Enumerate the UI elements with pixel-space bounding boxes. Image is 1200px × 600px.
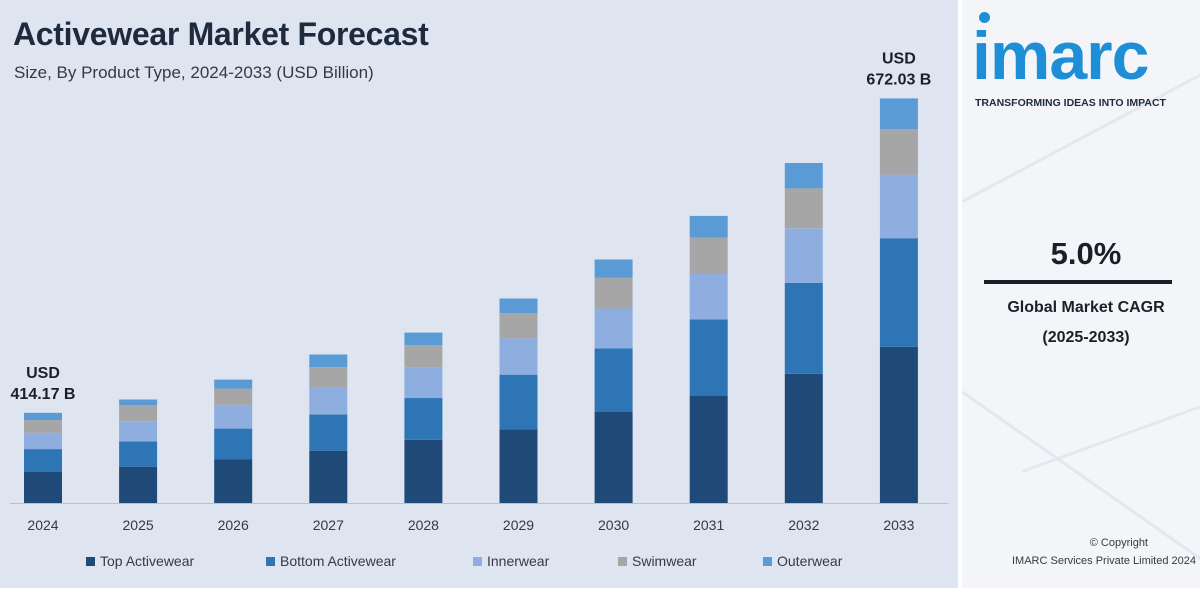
bar-segment-top-activewear-2026 xyxy=(214,459,253,503)
bar-segment-top-activewear-2027 xyxy=(309,450,348,503)
bar-segment-bottom-activewear-2031 xyxy=(689,319,728,396)
decorative-line xyxy=(1022,394,1200,473)
bar-segment-outerwear-2028 xyxy=(404,332,443,346)
cagr-divider xyxy=(984,280,1172,284)
stacked-bar-chart: 2024 2025 2026 2027 2028 2029 2030 2031 2032 2033… xyxy=(10,50,948,533)
x-tick-label-2024: 2024 xyxy=(27,517,58,533)
bar-segment-top-activewear-2032 xyxy=(784,373,823,503)
bar-segment-bottom-activewear-2025 xyxy=(119,441,158,467)
legend-swatch-bottom-activewear xyxy=(266,557,275,566)
data-label-2024-line-1: 414.17 B xyxy=(11,386,76,403)
logo-tagline: TRANSFORMING IDEAS INTO IMPACT xyxy=(975,97,1166,109)
bar-segment-swimwear-2026 xyxy=(214,388,253,405)
bar-segment-top-activewear-2031 xyxy=(689,395,728,503)
bar-segment-innerwear-2026 xyxy=(214,405,253,429)
bar-segment-swimwear-2030 xyxy=(594,277,633,309)
legend-label-top-activewear: Top Activewear xyxy=(100,553,195,569)
x-tick-label-2028: 2028 xyxy=(408,517,439,533)
legend-swatch-innerwear xyxy=(473,557,482,566)
x-tick-label-2027: 2027 xyxy=(313,517,344,533)
bar-segment-swimwear-2033 xyxy=(879,129,918,175)
bar-segment-top-activewear-2024 xyxy=(24,472,62,503)
bar-segment-innerwear-2028 xyxy=(404,367,443,399)
bar-segment-innerwear-2033 xyxy=(879,174,918,239)
copyright-notice: © Copyright xyxy=(1089,537,1148,549)
bar-segment-bottom-activewear-2032 xyxy=(784,282,823,374)
cagr-label: Global Market CAGR xyxy=(1007,299,1165,316)
bar-segment-outerwear-2031 xyxy=(689,215,728,238)
bar-segment-bottom-activewear-2028 xyxy=(404,398,443,440)
bar-segment-innerwear-2024 xyxy=(24,432,62,450)
bar-segment-bottom-activewear-2026 xyxy=(214,428,253,460)
bar-segment-swimwear-2029 xyxy=(499,313,538,339)
legend-swatch-swimwear xyxy=(618,557,627,566)
bar-segment-innerwear-2029 xyxy=(499,338,538,375)
data-label-2033-line-1: 672.03 B xyxy=(866,71,931,88)
bar-segment-top-activewear-2030 xyxy=(594,412,633,503)
bar-segment-outerwear-2025 xyxy=(119,399,158,405)
bar-segment-innerwear-2030 xyxy=(594,308,633,349)
bar-segment-swimwear-2027 xyxy=(309,367,348,388)
bar-segment-swimwear-2024 xyxy=(24,420,62,433)
legend-swatch-top-activewear xyxy=(86,557,95,566)
side-panel: imarc TRANSFORMING IDEAS INTO IMPACT 5.0… xyxy=(962,0,1200,588)
x-tick-label-2025: 2025 xyxy=(123,517,154,533)
legend-label-bottom-activewear: Bottom Activewear xyxy=(280,553,396,569)
bar-segment-outerwear-2029 xyxy=(499,298,538,313)
bar-segment-outerwear-2026 xyxy=(214,379,253,389)
bar-segment-bottom-activewear-2030 xyxy=(594,348,633,412)
x-tick-label-2029: 2029 xyxy=(503,517,534,533)
bar-segment-bottom-activewear-2033 xyxy=(879,238,918,347)
bar-segment-bottom-activewear-2024 xyxy=(24,449,62,472)
legend-label-swimwear: Swimwear xyxy=(632,553,697,569)
bar-segment-innerwear-2025 xyxy=(119,421,158,442)
x-tick-label-2030: 2030 xyxy=(598,517,629,533)
bar-segment-innerwear-2031 xyxy=(689,274,728,320)
data-label-2024-line-0: USD xyxy=(26,365,60,382)
bar-segment-top-activewear-2025 xyxy=(119,466,158,503)
bar-segment-top-activewear-2028 xyxy=(404,439,443,503)
company-logo: imarc xyxy=(972,18,1149,94)
logo-dot-icon xyxy=(979,12,990,23)
decorative-line xyxy=(962,390,1200,565)
bar-segment-top-activewear-2033 xyxy=(879,346,918,503)
chart-panel: Activewear Market Forecast Size, By Prod… xyxy=(0,0,958,588)
legend-label-outerwear: Outerwear xyxy=(777,553,843,569)
chart-subtitle: Size, By Product Type, 2024-2033 (USD Bi… xyxy=(14,63,374,82)
company-name: IMARC Services Private Limited 2024 xyxy=(1011,555,1196,567)
bar-segment-outerwear-2032 xyxy=(784,163,823,189)
cagr-value: 5.0% xyxy=(1050,236,1122,271)
bar-segment-outerwear-2033 xyxy=(879,98,918,130)
cagr-period: (2025-2033) xyxy=(1042,329,1130,346)
bar-segment-outerwear-2030 xyxy=(594,259,633,278)
bar-segment-swimwear-2032 xyxy=(784,188,823,229)
data-label-2033-line-0: USD xyxy=(882,50,916,67)
bar-segment-bottom-activewear-2029 xyxy=(499,374,538,430)
bar-segment-outerwear-2024 xyxy=(24,412,62,421)
x-tick-label-2033: 2033 xyxy=(883,517,914,533)
chart-title: Activewear Market Forecast xyxy=(13,16,429,52)
x-tick-label-2026: 2026 xyxy=(218,517,249,533)
x-tick-label-2032: 2032 xyxy=(788,517,819,533)
bar-segment-swimwear-2028 xyxy=(404,345,443,368)
bar-segment-innerwear-2032 xyxy=(784,228,823,283)
x-tick-label-2031: 2031 xyxy=(693,517,724,533)
bar-segment-innerwear-2027 xyxy=(309,387,348,415)
bar-segment-swimwear-2031 xyxy=(689,237,728,274)
bar-segment-bottom-activewear-2027 xyxy=(309,414,348,451)
legend-label-innerwear: Innerwear xyxy=(487,553,550,569)
bar-segment-outerwear-2027 xyxy=(309,354,348,368)
bar-segment-top-activewear-2029 xyxy=(499,429,538,503)
legend-swatch-outerwear xyxy=(763,557,772,566)
bar-segment-swimwear-2025 xyxy=(119,405,158,422)
